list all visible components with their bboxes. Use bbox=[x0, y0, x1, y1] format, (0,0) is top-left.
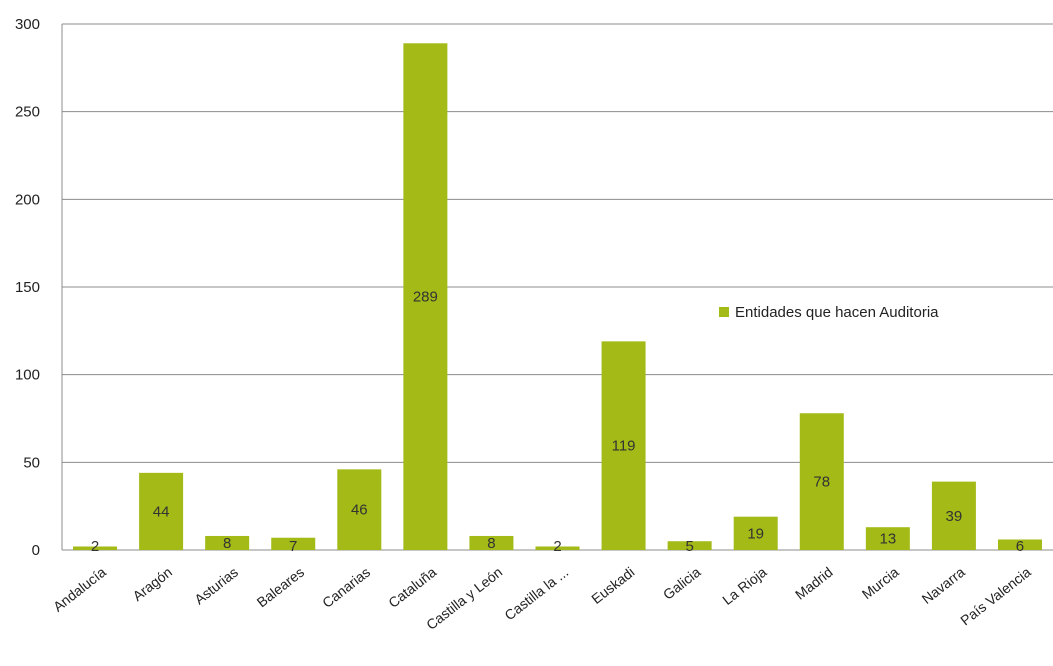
bar bbox=[601, 341, 646, 550]
x-tick-label: Canarias bbox=[319, 564, 373, 611]
bar bbox=[469, 535, 514, 550]
data-label: 2 bbox=[553, 538, 561, 555]
legend-label: Entidades que hacen Auditoria bbox=[735, 304, 939, 321]
data-label: 2 bbox=[91, 538, 99, 555]
data-label: 78 bbox=[813, 474, 830, 491]
x-tick-label: Navarra bbox=[919, 564, 968, 607]
data-label: 8 bbox=[487, 535, 495, 552]
x-tick-label: Asturias bbox=[191, 564, 241, 608]
x-tick-label: Baleares bbox=[254, 564, 307, 611]
bar bbox=[865, 527, 910, 550]
legend: Entidades que hacen Auditoria bbox=[719, 304, 939, 321]
bar bbox=[733, 516, 778, 550]
x-tick-label: Cataluña bbox=[385, 564, 439, 611]
y-axis-ticks: 0 50 100 150 200 250 300 bbox=[15, 16, 40, 559]
x-tick-label: Aragón bbox=[130, 564, 175, 604]
x-tick-label: Andalucía bbox=[50, 564, 109, 615]
x-tick-label: País Valencia bbox=[957, 564, 1034, 629]
legend-swatch bbox=[719, 307, 729, 317]
x-tick-label: Castilla la ... bbox=[501, 564, 571, 624]
data-label: 46 bbox=[351, 502, 368, 519]
gridlines bbox=[61, 23, 1053, 551]
bar bbox=[139, 472, 184, 550]
y-tick-label: 100 bbox=[15, 367, 40, 384]
y-tick-label: 0 bbox=[32, 542, 40, 559]
x-tick-label: Euskadi bbox=[588, 564, 637, 607]
bar bbox=[799, 413, 844, 550]
bar bbox=[667, 541, 712, 550]
bar bbox=[535, 546, 580, 550]
bar bbox=[997, 539, 1042, 550]
bar bbox=[337, 469, 382, 550]
x-tick-label: Galicia bbox=[660, 564, 704, 603]
x-axis-ticks: Andalucía Aragón Asturias Baleares Canarias C… bbox=[50, 564, 1034, 633]
data-label: 289 bbox=[413, 289, 438, 306]
data-label: 7 bbox=[289, 538, 297, 555]
data-label: 39 bbox=[946, 508, 963, 525]
bars: 2 44 8 7 46 289 8 2 119 5 19 78 13 39 6 bbox=[73, 43, 1042, 555]
x-tick-label: La Rioja bbox=[719, 564, 769, 608]
data-label: 44 bbox=[153, 503, 170, 520]
bar bbox=[271, 537, 316, 550]
bar bbox=[931, 481, 976, 550]
y-tick-label: 300 bbox=[15, 16, 40, 33]
y-tick-label: 150 bbox=[15, 279, 40, 296]
x-tick-label: Murcia bbox=[859, 564, 902, 603]
bar bbox=[403, 43, 448, 550]
data-label: 119 bbox=[612, 438, 636, 455]
y-tick-label: 200 bbox=[15, 191, 40, 208]
data-label: 6 bbox=[1016, 538, 1024, 555]
data-label: 19 bbox=[747, 525, 764, 542]
y-tick-label: 250 bbox=[15, 104, 40, 121]
data-label: 5 bbox=[685, 538, 693, 555]
data-label: 13 bbox=[879, 531, 896, 548]
bar bbox=[205, 535, 250, 550]
bar bbox=[73, 546, 118, 550]
y-tick-label: 50 bbox=[23, 454, 40, 471]
x-tick-label: Madrid bbox=[792, 564, 836, 603]
data-label: 8 bbox=[223, 535, 231, 552]
